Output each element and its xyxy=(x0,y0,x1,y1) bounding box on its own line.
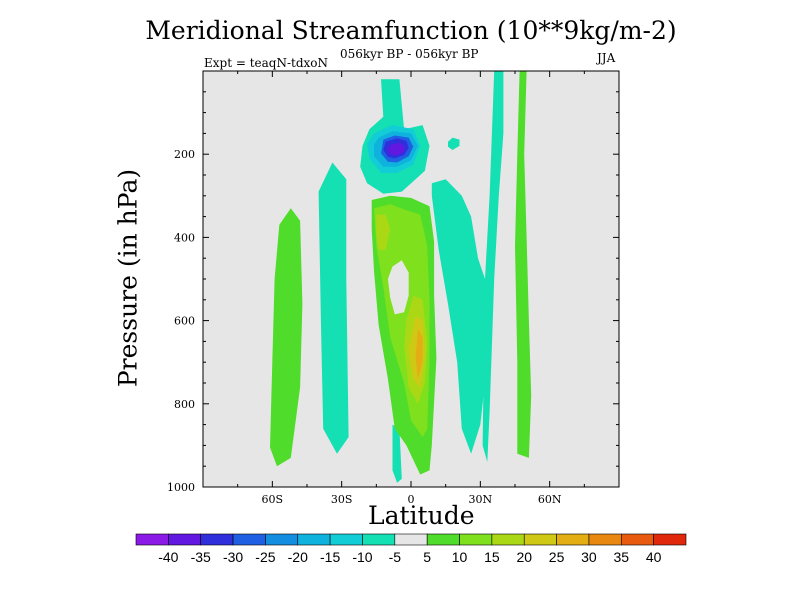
colorbar-label: 25 xyxy=(549,549,565,565)
colorbar-swatch xyxy=(232,533,266,546)
colorbar-swatch xyxy=(620,533,654,546)
colorbar-label: -10 xyxy=(352,549,372,565)
colorbar-label: -25 xyxy=(255,549,275,565)
contour-nh-column-aqua xyxy=(482,71,504,462)
contour-sh-band-aqua xyxy=(318,162,349,454)
colorbar-label: -20 xyxy=(288,549,308,565)
experiment-label: Expt = teaqN-tdxoN xyxy=(204,56,329,70)
contour-sh-band-green xyxy=(270,208,303,467)
colorbar-swatch xyxy=(362,533,396,546)
colorbar-swatch xyxy=(200,533,234,546)
contour-equatorial-olive xyxy=(376,214,391,250)
colorbar-label: 40 xyxy=(646,549,662,565)
colorbar-swatch xyxy=(135,533,169,546)
y-tick-label: 1000 xyxy=(167,481,195,494)
colorbar-swatch xyxy=(168,533,202,546)
colorbar-label: 30 xyxy=(581,549,597,565)
colorbar-label: 20 xyxy=(516,549,532,565)
colorbar-label: -15 xyxy=(320,549,340,565)
chart-subtitle: 056kyr BP - 056kyr BP xyxy=(340,47,479,61)
x-tick-label: 60N xyxy=(538,493,562,506)
colorbar-swatch xyxy=(523,533,557,546)
contour-equatorial-orange xyxy=(415,328,423,379)
x-tick-label: 30S xyxy=(331,493,353,506)
colorbar-swatch xyxy=(265,533,299,546)
contour-nh-band-aqua xyxy=(431,179,488,454)
chart-title: Meridional Streamfunction (10**9kg/m-2) xyxy=(145,16,677,45)
colorbar-label: -5 xyxy=(389,549,402,565)
colorbar-swatch xyxy=(459,533,493,546)
y-tick-label: 600 xyxy=(174,315,195,328)
y-tick-label: 200 xyxy=(174,148,195,161)
contour-far-nh-green xyxy=(515,71,532,458)
x-axis-label: Latitude xyxy=(368,501,475,530)
colorbar-label: -30 xyxy=(223,549,243,565)
contour-surface-aqua xyxy=(392,424,402,483)
colorbar-label: -35 xyxy=(191,549,211,565)
x-tick-label: 0 xyxy=(408,493,415,506)
contour-small-cell-aqua xyxy=(448,137,460,150)
colorbar-swatch xyxy=(329,533,363,546)
colorbar-label: 5 xyxy=(423,549,431,565)
colorbar-swatch xyxy=(588,533,622,546)
colorbar-swatch xyxy=(426,533,460,546)
colorbar-label: 15 xyxy=(484,549,500,565)
colorbar-swatch xyxy=(394,533,428,546)
colorbar-label: -40 xyxy=(158,549,178,565)
colorbar-swatch xyxy=(556,533,590,546)
colorbar-swatch xyxy=(297,533,331,546)
colorbar-label: 10 xyxy=(452,549,468,565)
x-tick-label: 60S xyxy=(262,493,284,506)
y-tick-label: 400 xyxy=(174,231,195,244)
contour-upper-cell-core xyxy=(387,142,405,156)
colorbar-swatch xyxy=(491,533,525,546)
colorbar-label: 35 xyxy=(614,549,630,565)
contour-equatorial-gap xyxy=(387,260,409,315)
x-tick-label: 30N xyxy=(469,493,493,506)
colorbar-swatch xyxy=(653,533,687,546)
season-label: JJA xyxy=(597,51,616,65)
y-tick-label: 800 xyxy=(174,398,195,411)
